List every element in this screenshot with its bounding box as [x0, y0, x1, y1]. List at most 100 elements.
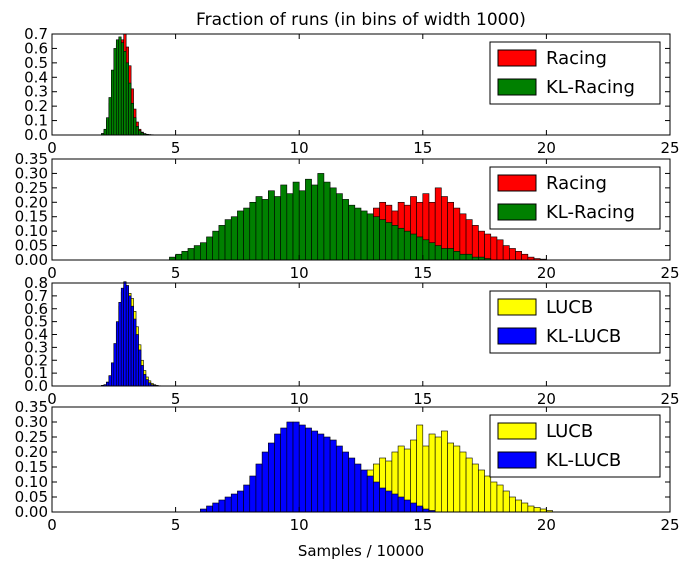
x-tick-label: 25 [660, 264, 679, 282]
bar [403, 499, 411, 513]
x-tick-label: 5 [171, 264, 181, 282]
bar [261, 451, 269, 513]
bar [447, 442, 454, 513]
x-tick-label: 5 [171, 390, 181, 408]
bar [298, 424, 306, 513]
y-tick-label: 0.10 [15, 222, 48, 240]
bar [106, 381, 110, 387]
legend: Racing KL-Racing [489, 41, 661, 105]
bar [140, 365, 144, 387]
y-tick-label: 0.6 [24, 300, 48, 318]
bar [120, 42, 124, 136]
bar [428, 433, 436, 513]
bar [441, 248, 448, 261]
bar [145, 379, 149, 387]
bar [379, 487, 387, 513]
x-tick-label: 10 [290, 390, 309, 408]
bar [397, 496, 405, 513]
bar [218, 225, 226, 261]
x-tick-label: 15 [413, 264, 432, 282]
bar [133, 318, 137, 387]
bar [428, 242, 436, 261]
bar [373, 216, 380, 261]
bar [249, 201, 257, 261]
x-tick-label: 5 [171, 139, 181, 157]
bar [305, 427, 312, 513]
bar [323, 181, 331, 261]
bar [453, 251, 461, 261]
legend: LUCB KL-LUCB [489, 290, 661, 354]
x-tick-label: 25 [660, 390, 679, 408]
x-tick-label: 10 [290, 139, 309, 157]
bar [286, 193, 294, 261]
series-2-bars [101, 281, 157, 387]
bar [416, 236, 424, 261]
bar [113, 48, 117, 136]
bar [106, 117, 110, 136]
bar [354, 207, 362, 261]
panel-3: 0.00.10.20.30.40.50.60.70.8 0 5 10 15 20 25 LUC… [24, 274, 679, 408]
bar [416, 505, 424, 513]
legend-swatch [497, 327, 537, 345]
legend-label: LUCB [546, 297, 593, 318]
bar [111, 362, 115, 387]
bar [527, 505, 535, 513]
legend-label: Racing [546, 48, 607, 69]
bar [502, 245, 510, 261]
bar [230, 493, 238, 513]
bar [391, 225, 399, 261]
bar [280, 184, 288, 261]
bar [453, 445, 461, 513]
x-tick-label: 20 [537, 516, 556, 534]
bar [391, 493, 399, 513]
y-tick-label: 0.8 [24, 274, 48, 292]
y-tick-label: 0.5 [24, 313, 48, 331]
bar [410, 502, 417, 513]
bar [329, 439, 337, 513]
bar [459, 451, 467, 513]
bar [478, 230, 485, 261]
bar [311, 430, 319, 513]
x-tick-label: 0 [47, 516, 57, 534]
bar [342, 199, 349, 261]
bar [403, 230, 411, 261]
bar [115, 321, 120, 387]
bar [502, 490, 510, 513]
bar [212, 230, 220, 261]
bar [113, 343, 117, 387]
legend-swatch [497, 78, 537, 96]
bar [373, 481, 380, 513]
y-tick-label: 0.35 [15, 398, 48, 416]
x-tick-label: 25 [660, 516, 679, 534]
y-tick-label: 0.35 [15, 150, 48, 168]
y-tick-label: 0.7 [24, 25, 48, 43]
bar [515, 499, 522, 513]
bar [465, 457, 473, 513]
bar [434, 436, 442, 513]
bar [422, 445, 430, 513]
bar [329, 187, 337, 261]
bar [123, 51, 127, 136]
legend-swatch [497, 422, 537, 440]
legend-label: KL-LUCB [546, 450, 621, 471]
x-tick-label: 20 [537, 390, 556, 408]
y-tick-label: 0.20 [15, 193, 48, 211]
bar [230, 216, 238, 261]
bar [292, 421, 300, 513]
bar [115, 39, 120, 136]
bar [459, 253, 467, 261]
x-tick-label: 0 [47, 264, 57, 282]
x-tick-label: 15 [413, 516, 432, 534]
legend-label: KL-LUCB [546, 326, 621, 347]
x-tick-label: 0 [47, 139, 57, 157]
axes-frame [51, 406, 671, 513]
bar [128, 295, 132, 387]
bar [317, 433, 325, 513]
panel-1: 0.00.10.20.30.40.50.60.7 0 5 10 15 20 25 Racing… [24, 25, 679, 157]
legend-swatch [497, 174, 537, 192]
legend-label: Racing [546, 173, 607, 194]
bar [274, 433, 281, 513]
x-tick-label: 20 [537, 139, 556, 157]
legend-label: KL-Racing [546, 202, 635, 223]
bar [243, 484, 251, 513]
